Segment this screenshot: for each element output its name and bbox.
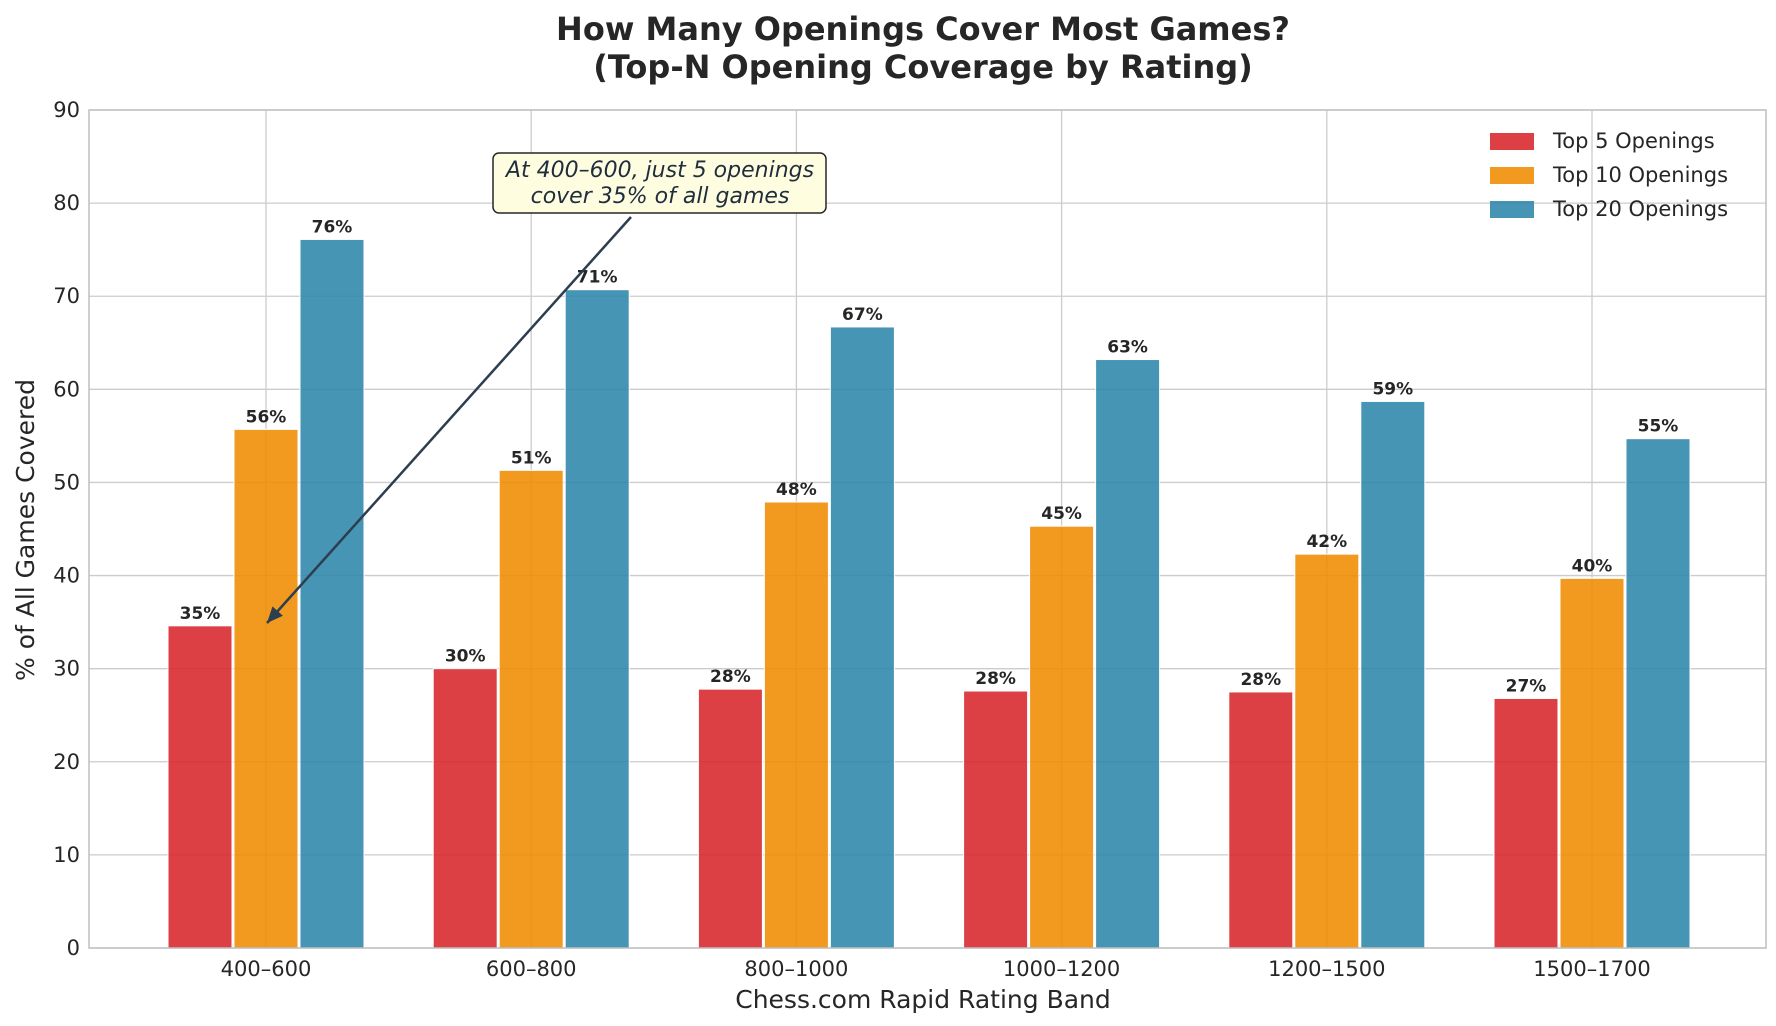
x-tick-label: 1500–1700 <box>1533 957 1650 981</box>
y-tick-label: 0 <box>67 936 80 960</box>
bar-value-label: 71% <box>577 268 618 288</box>
y-tick-label: 60 <box>53 377 80 401</box>
x-axis-label: Chess.com Rapid Rating Band <box>735 985 1111 1014</box>
axes: 0 10 20 30 40 50 60 70 80 90 400–600 600–800 800–100… <box>53 98 1767 981</box>
bar-top-20-openings <box>829 326 895 949</box>
bar-value-label: 40% <box>1572 556 1613 576</box>
bar-top-20-openings <box>1625 438 1691 949</box>
bar-top-5-openings <box>697 688 763 949</box>
bar-value-label: 67% <box>842 305 883 325</box>
bar-top-5-openings <box>1493 697 1559 949</box>
bars <box>167 238 1691 949</box>
bar-value-label: 27% <box>1506 676 1547 696</box>
bar-top-5-openings <box>167 625 233 949</box>
legend-label: Top 20 Openings <box>1552 197 1728 221</box>
bar-top-10-openings <box>233 428 299 949</box>
bar-value-label: 55% <box>1638 417 1679 437</box>
legend-swatch <box>1490 167 1534 184</box>
legend-swatch <box>1490 201 1534 218</box>
bar-top-10-openings <box>1029 525 1095 949</box>
annotation-box <box>492 152 827 214</box>
bar-value-label: 30% <box>445 647 486 667</box>
y-axis-label: % of All Games Covered <box>11 379 40 681</box>
bar-top-20-openings <box>564 289 630 949</box>
bar-top-20-openings <box>299 238 365 949</box>
annotation-arrowhead <box>267 606 283 623</box>
bar-value-label: 51% <box>511 448 552 468</box>
y-tick-label: 10 <box>53 843 80 867</box>
y-tick-label: 80 <box>53 191 80 215</box>
bar-value-label: 76% <box>312 217 353 237</box>
annotation-line2: cover 35% of all games <box>531 184 790 209</box>
y-tick-label: 40 <box>53 564 80 588</box>
plot-frame <box>88 109 1767 949</box>
annotation-line1: At 400–600, just 5 openings <box>504 158 814 183</box>
bar-value-label: 28% <box>975 669 1016 689</box>
bar-value-label: 56% <box>246 407 287 427</box>
bar-top-20-openings <box>1095 359 1161 949</box>
bar-value-label: 42% <box>1306 532 1347 552</box>
y-tick-label: 70 <box>53 284 80 308</box>
bar-value-label: 35% <box>180 604 221 624</box>
bar-top-10-openings <box>1294 553 1360 949</box>
bar-value-label: 59% <box>1372 379 1413 399</box>
bar-top-5-openings <box>1228 691 1294 949</box>
bar-top-10-openings <box>1559 577 1625 949</box>
x-tick-label: 600–800 <box>486 957 577 981</box>
bar-top-5-openings <box>963 690 1029 949</box>
x-tick-label: 800–1000 <box>744 957 848 981</box>
annotation: At 400–600, just 5 openings cover 35% of… <box>266 152 827 624</box>
y-tick-label: 30 <box>53 657 80 681</box>
bar-value-label: 48% <box>776 480 817 500</box>
x-tick-label: 1000–1200 <box>1003 957 1120 981</box>
bar-top-20-openings <box>1360 400 1426 949</box>
x-tick-label: 400–600 <box>221 957 312 981</box>
bar-labels: 35% 30% 28% 28% 28% 27% 56% 51% 48% 45% 42% 40% 76% 7… <box>180 217 1679 696</box>
bar-top-5-openings <box>432 668 498 949</box>
y-tick-label: 50 <box>53 470 80 494</box>
y-tick-label: 90 <box>53 98 80 122</box>
bar-value-label: 45% <box>1041 504 1082 524</box>
legend: Top 5 Openings Top 10 Openings Top 20 Open… <box>1490 129 1728 221</box>
legend-label: Top 10 Openings <box>1552 163 1728 187</box>
bar-top-10-openings <box>763 501 829 949</box>
bar-value-label: 28% <box>1240 670 1281 690</box>
bar-value-label: 28% <box>710 667 751 687</box>
legend-swatch <box>1490 133 1534 150</box>
y-tick-label: 20 <box>53 750 80 774</box>
chart-title-line2: (Top-N Opening Coverage by Rating) <box>593 48 1253 86</box>
chart-title-line1: How Many Openings Cover Most Games? <box>556 10 1290 48</box>
legend-label: Top 5 Openings <box>1552 129 1715 153</box>
bar-value-label: 63% <box>1107 338 1148 358</box>
x-tick-label: 1200–1500 <box>1268 957 1385 981</box>
annotation-arrow <box>266 216 632 624</box>
bar-top-10-openings <box>498 469 564 949</box>
